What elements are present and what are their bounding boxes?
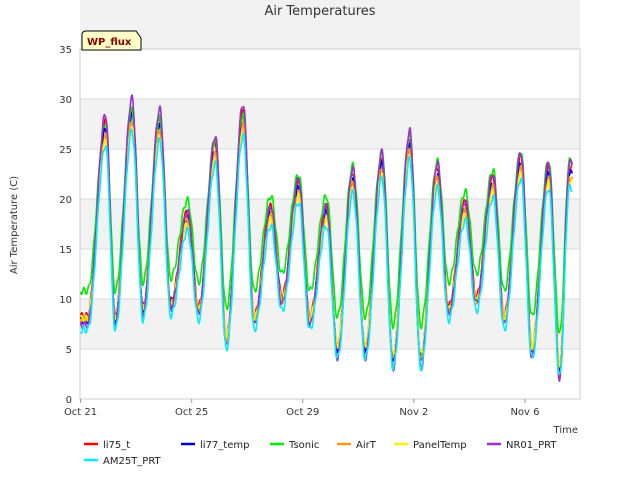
y-tick-label: 25 <box>59 145 72 156</box>
y-tick-label: 35 <box>59 45 72 56</box>
legend-label: AM25T_PRT <box>103 456 162 467</box>
badge-label: WP_flux <box>87 37 132 48</box>
plot-frame <box>79 48 581 400</box>
legend: li75_t li77_temp Tsonic AirT PanelTemp NR01_P… <box>84 440 557 467</box>
y-tick-label: 30 <box>59 95 72 106</box>
y-tick-label: 5 <box>66 345 72 356</box>
series-line-am25t-prt <box>79 128 573 375</box>
legend-label: Tsonic <box>288 440 319 451</box>
y-tick-label: 0 <box>66 395 72 406</box>
band <box>80 0 580 49</box>
band <box>80 299 580 349</box>
x-tick-label: Oct 25 <box>175 407 208 418</box>
chart-title: Air Temperatures <box>264 4 375 19</box>
legend-label: NR01_PRT <box>506 440 557 451</box>
legend-label: li77_temp <box>200 440 249 451</box>
y-tick-label: 20 <box>59 195 72 206</box>
x-tick-label: Nov 6 <box>510 407 539 418</box>
y-tick-label: 10 <box>59 295 72 306</box>
y-axis-label: Air Temperature (C) <box>9 176 20 274</box>
y-axis: 0 5 10 15 20 25 30 35 <box>59 45 72 406</box>
legend-label: AirT <box>356 440 377 451</box>
x-axis-label: Time <box>553 425 578 436</box>
series-line-nr01-prt <box>79 94 573 382</box>
band <box>80 99 580 149</box>
legend-label: li75_t <box>103 440 130 451</box>
x-axis: Oct 21 Oct 25 Oct 29 Nov 2 Nov 6 <box>64 399 540 418</box>
x-tick-label: Oct 21 <box>64 407 97 418</box>
legend-label: PanelTemp <box>413 440 467 451</box>
y-tick-label: 15 <box>59 245 72 256</box>
x-tick-label: Oct 29 <box>286 407 319 418</box>
wp-flux-badge: WP_flux <box>81 30 142 51</box>
x-tick-label: Nov 2 <box>399 407 428 418</box>
series-lines <box>79 94 573 382</box>
